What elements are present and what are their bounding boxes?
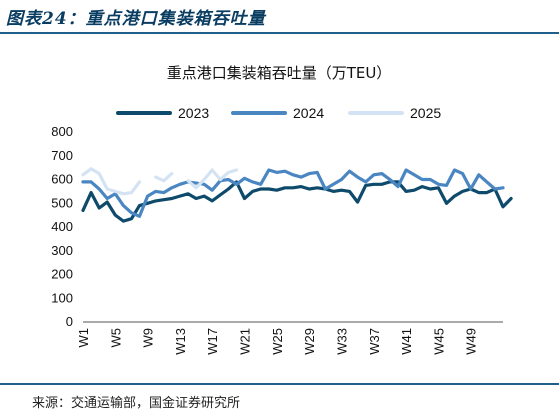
chart-series — [81, 167, 513, 223]
y-tick-label: 500 — [51, 195, 73, 210]
legend-label-2024: 2024 — [293, 105, 324, 121]
legend-label-2023: 2023 — [178, 105, 209, 121]
x-tick-label: W25 — [270, 328, 285, 355]
bottom-divider — [0, 383, 559, 385]
source-note: 来源：交通运输部，国金证券研究所 — [32, 396, 241, 411]
figure-title: 图表24：重点港口集装箱吞吐量 — [6, 9, 266, 29]
y-tick-label: 400 — [51, 219, 73, 234]
x-tick-label: W5 — [108, 328, 123, 348]
x-tick-label: W33 — [334, 328, 349, 355]
chart-title: 重点港口集装箱吞吐量（万TEU） — [167, 64, 392, 82]
series-line-2025 — [81, 167, 239, 196]
y-tick-label: 0 — [66, 314, 73, 329]
x-tick-label: W45 — [431, 328, 446, 355]
x-tick-label: W21 — [238, 328, 253, 355]
y-tick-label: 300 — [51, 243, 73, 258]
x-tick-label: W29 — [302, 328, 317, 355]
top-divider — [0, 32, 559, 34]
x-tick-label: W17 — [205, 328, 220, 355]
chart-legend: 2023 2024 2025 — [116, 105, 441, 121]
x-tick-label: W9 — [141, 328, 156, 348]
chart-axes: 0 100 200 300 400 500 600 700 800 W1 W5 W9 W13 W17 W21… — [51, 124, 503, 355]
x-tick-label: W49 — [464, 328, 479, 355]
y-tick-label: 200 — [51, 267, 73, 282]
x-tick-label: W41 — [399, 328, 414, 355]
y-tick-label: 800 — [51, 124, 73, 139]
series-line-2023 — [81, 180, 513, 223]
x-tick-label: W1 — [76, 328, 91, 348]
y-tick-label: 100 — [51, 290, 73, 305]
series-line-2024 — [81, 168, 505, 218]
x-tick-label: W37 — [367, 328, 382, 355]
chart: 重点港口集装箱吞吐量（万TEU） 2023 2024 2025 0 100 200 300… — [51, 64, 513, 355]
y-tick-label: 600 — [51, 172, 73, 187]
legend-label-2025: 2025 — [410, 105, 441, 121]
y-tick-label: 700 — [51, 148, 73, 163]
x-tick-label: W13 — [173, 328, 188, 355]
